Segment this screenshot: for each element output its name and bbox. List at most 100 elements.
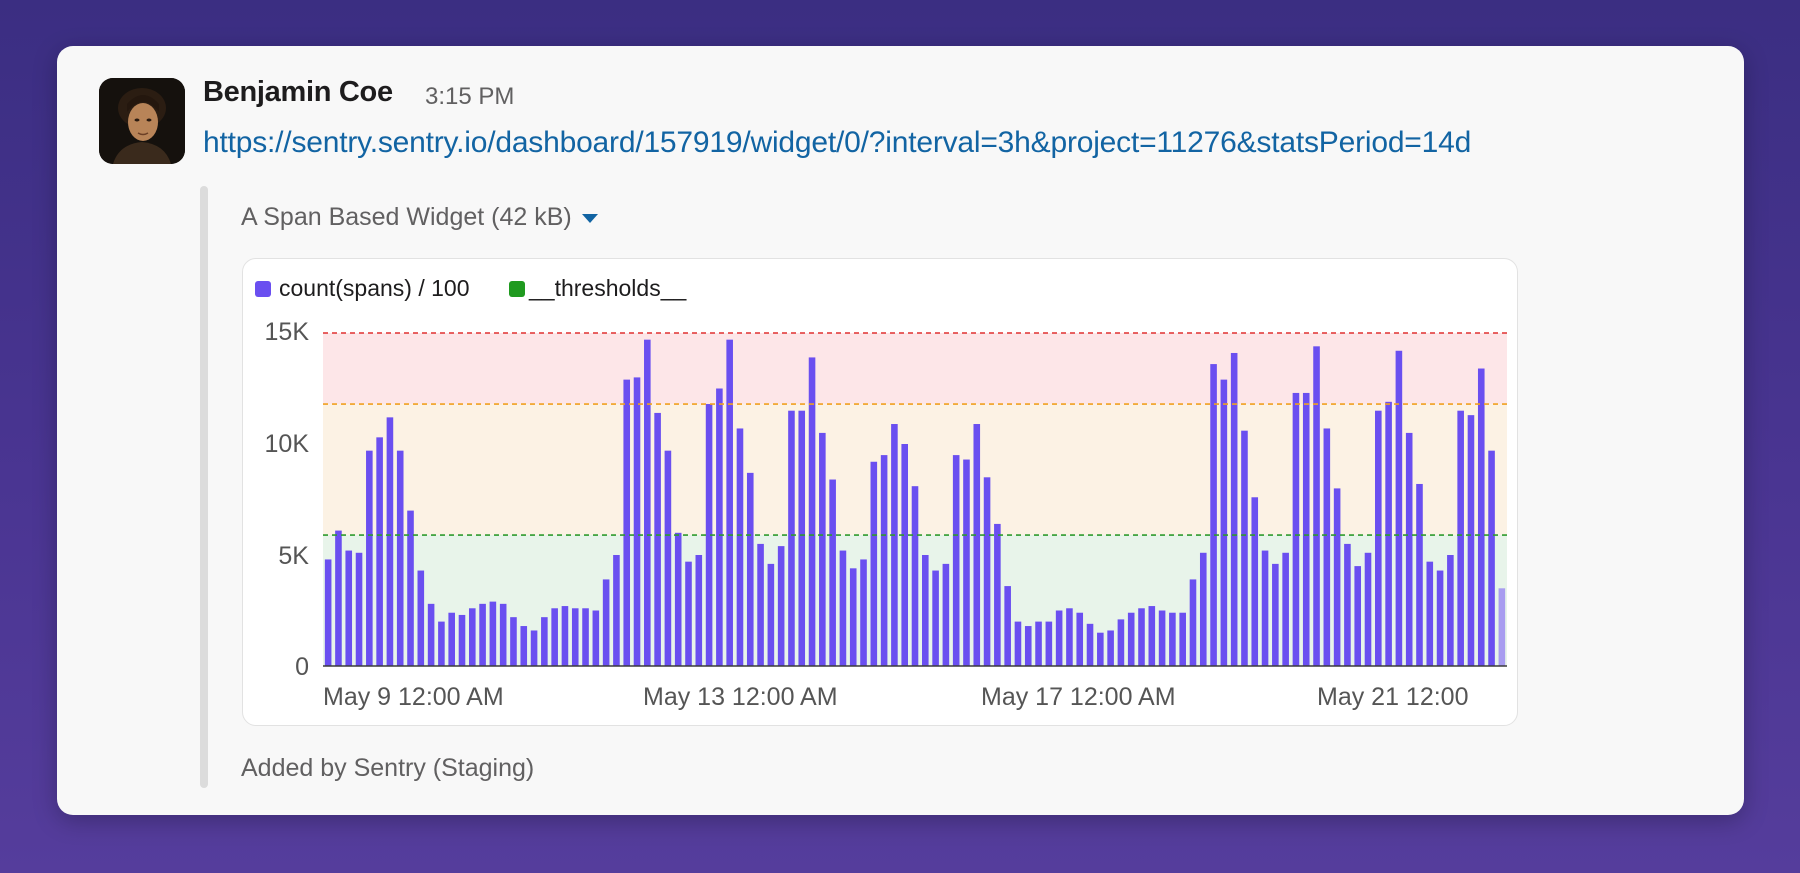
bar[interactable] xyxy=(1375,410,1382,666)
bar[interactable] xyxy=(1457,410,1464,666)
bar[interactable] xyxy=(592,610,600,667)
bar[interactable] xyxy=(1086,623,1094,666)
bar[interactable] xyxy=(1127,612,1135,666)
bar[interactable] xyxy=(1416,483,1423,666)
bar[interactable] xyxy=(1107,630,1114,666)
bar[interactable] xyxy=(355,552,363,666)
bar[interactable] xyxy=(1189,579,1197,666)
bar[interactable] xyxy=(705,404,713,666)
bar[interactable] xyxy=(1323,428,1331,666)
bar[interactable] xyxy=(1097,632,1104,666)
bar[interactable] xyxy=(396,450,404,666)
bar[interactable] xyxy=(685,561,692,666)
message-timestamp[interactable]: 3:15 PM xyxy=(425,83,515,110)
bar[interactable] xyxy=(1024,626,1032,666)
bar[interactable] xyxy=(963,459,970,666)
bar[interactable] xyxy=(664,450,672,666)
bar[interactable] xyxy=(1282,552,1289,666)
bar[interactable] xyxy=(1158,610,1166,667)
bar[interactable] xyxy=(1498,588,1506,666)
bar[interactable] xyxy=(1333,488,1341,666)
bar[interactable] xyxy=(427,603,435,666)
bar[interactable] xyxy=(932,570,939,666)
bar[interactable] xyxy=(952,455,960,666)
chart-preview[interactable]: count(spans) / 100 __thresholds__ 15K 10… xyxy=(242,258,1518,726)
caret-down-icon[interactable] xyxy=(581,214,598,223)
bar[interactable] xyxy=(1405,432,1413,666)
bar[interactable] xyxy=(736,428,744,666)
bar[interactable] xyxy=(942,563,950,666)
bar[interactable] xyxy=(335,530,342,666)
bar[interactable] xyxy=(1035,621,1042,666)
bar[interactable] xyxy=(1004,586,1011,666)
bar[interactable] xyxy=(1477,368,1485,666)
bar[interactable] xyxy=(510,617,517,666)
bar[interactable] xyxy=(1014,621,1022,666)
bar[interactable] xyxy=(777,546,785,666)
bar[interactable] xyxy=(520,626,528,666)
bar[interactable] xyxy=(819,432,826,666)
bar[interactable] xyxy=(911,486,919,666)
bar[interactable] xyxy=(407,510,414,666)
bar[interactable] xyxy=(808,357,816,666)
bar[interactable] xyxy=(345,550,353,666)
bar[interactable] xyxy=(366,450,373,666)
bar[interactable] xyxy=(1488,450,1495,666)
bar[interactable] xyxy=(1436,570,1444,666)
bar[interactable] xyxy=(1395,350,1403,666)
bar[interactable] xyxy=(860,559,867,666)
bar[interactable] xyxy=(1210,364,1217,666)
bar[interactable] xyxy=(551,608,558,666)
bar[interactable] xyxy=(674,532,682,666)
bar[interactable] xyxy=(623,379,631,666)
bar[interactable] xyxy=(438,621,445,666)
bar[interactable] xyxy=(582,608,589,666)
bar[interactable] xyxy=(798,410,806,666)
bar[interactable] xyxy=(1117,619,1125,666)
bar[interactable] xyxy=(1179,612,1186,666)
bar[interactable] xyxy=(458,614,466,666)
bar[interactable] xyxy=(324,559,332,666)
bar[interactable] xyxy=(1426,561,1434,666)
bar[interactable] xyxy=(880,455,888,666)
bar[interactable] xyxy=(571,608,579,666)
bar[interactable] xyxy=(633,377,641,666)
bar[interactable] xyxy=(695,555,703,666)
bar[interactable] xyxy=(1467,415,1475,666)
bar[interactable] xyxy=(1220,379,1228,666)
bar[interactable] xyxy=(386,417,394,666)
bar[interactable] xyxy=(829,479,836,666)
bar[interactable] xyxy=(541,617,548,666)
bar[interactable] xyxy=(922,555,929,666)
bar[interactable] xyxy=(1313,346,1320,666)
bar[interactable] xyxy=(757,543,764,666)
bar[interactable] xyxy=(716,388,723,667)
bar[interactable] xyxy=(1138,608,1145,666)
bar[interactable] xyxy=(746,472,754,666)
bar[interactable] xyxy=(1076,612,1084,666)
bar[interactable] xyxy=(870,461,878,666)
sender-name[interactable]: Benjamin Coe xyxy=(203,76,393,108)
bar[interactable] xyxy=(448,612,455,666)
bar[interactable] xyxy=(1272,563,1279,666)
bar[interactable] xyxy=(1148,606,1156,666)
bar[interactable] xyxy=(644,339,651,666)
bar[interactable] xyxy=(654,412,661,666)
bar[interactable] xyxy=(613,555,620,666)
bar[interactable] xyxy=(376,437,383,666)
bar[interactable] xyxy=(983,477,991,666)
bar[interactable] xyxy=(530,630,538,666)
bar[interactable] xyxy=(1364,552,1372,666)
bar[interactable] xyxy=(1055,610,1063,667)
bar[interactable] xyxy=(1241,430,1248,666)
bar[interactable] xyxy=(1354,566,1362,666)
bar[interactable] xyxy=(1447,555,1454,666)
bar[interactable] xyxy=(1169,612,1176,666)
bar[interactable] xyxy=(417,570,425,666)
bar[interactable] xyxy=(1302,392,1310,666)
bar[interactable] xyxy=(788,410,795,666)
bar[interactable] xyxy=(499,603,507,666)
bar[interactable] xyxy=(901,444,908,666)
bar[interactable] xyxy=(1199,552,1207,666)
bar[interactable] xyxy=(1261,550,1269,666)
